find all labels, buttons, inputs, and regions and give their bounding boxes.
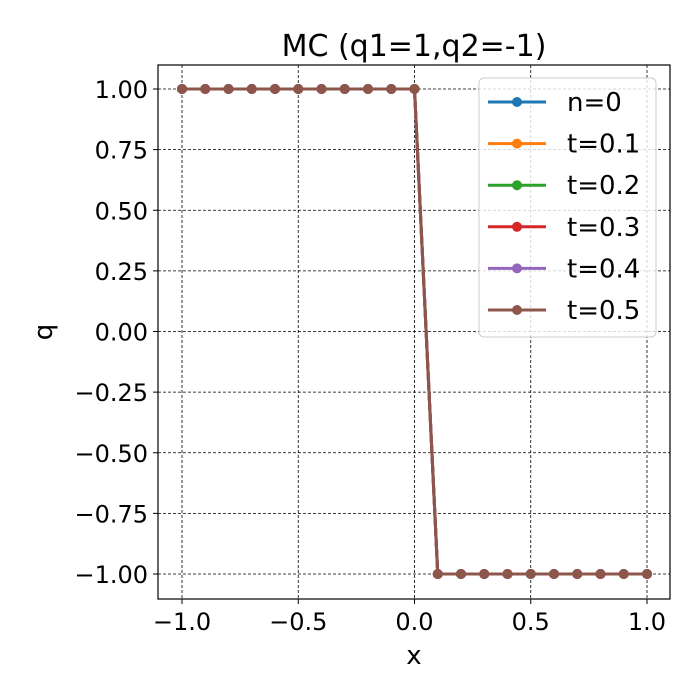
data-point [432, 569, 443, 579]
y-tick-label: 1.00 [95, 76, 148, 104]
data-point [525, 569, 536, 579]
data-point [246, 84, 257, 94]
legend: n=0 t=0.1 t=0.2 t=0.3 t=0.4 t=0.5 [478, 77, 657, 338]
y-tick-label: −0.75 [74, 500, 148, 528]
data-point [642, 569, 652, 579]
legend-item: n=0 [488, 88, 622, 118]
legend-marker-icon [512, 305, 522, 315]
legend-marker-icon [512, 180, 522, 191]
x-tick-label: −1.0 [153, 608, 211, 636]
legend-item: t=0.4 [488, 254, 640, 284]
data-point [572, 569, 583, 579]
data-point [386, 84, 397, 94]
legend-label: t=0.5 [567, 296, 640, 326]
legend-label: t=0.4 [567, 254, 640, 284]
chart-title: MC (q1=1,q2=-1) [282, 29, 547, 64]
legend-item: t=0.3 [488, 213, 640, 243]
y-axis-label: q [29, 324, 59, 341]
legend-item: t=0.1 [488, 130, 640, 160]
legend-label: t=0.2 [567, 171, 640, 201]
data-series [177, 84, 652, 579]
y-tick-label: −0.25 [74, 379, 148, 407]
x-tick-label: 0.5 [512, 608, 550, 636]
data-point [595, 569, 606, 579]
x-axis-label: x [406, 641, 421, 671]
data-point [618, 569, 629, 579]
data-point [363, 84, 373, 94]
legend-marker-icon [512, 263, 522, 274]
x-axis-ticks: −1.0 −0.5 0.0 0.5 1.0 [153, 599, 666, 636]
y-axis-ticks: 1.00 0.75 0.50 0.25 0.00 −0.25 −0.50 −0.75 −1.00 [74, 76, 158, 589]
data-point [502, 569, 513, 579]
data-point [549, 569, 559, 579]
data-point [223, 84, 234, 94]
data-point [316, 84, 327, 94]
data-point [293, 84, 304, 94]
legend-marker-icon [512, 221, 522, 232]
x-tick-label: 0.0 [395, 608, 433, 636]
series-t=0.5 [177, 84, 652, 579]
legend-marker-icon [512, 138, 522, 149]
y-tick-label: 0.25 [95, 258, 148, 286]
legend-label: t=0.1 [567, 130, 640, 160]
y-tick-label: −0.50 [74, 440, 148, 468]
data-point [479, 569, 490, 579]
y-tick-label: 0.75 [95, 137, 148, 165]
data-point [409, 84, 420, 94]
y-tick-label: 0.50 [95, 197, 148, 225]
y-tick-label: −1.00 [74, 561, 148, 589]
x-tick-label: 1.0 [628, 608, 666, 636]
data-point [339, 84, 350, 94]
data-point [177, 84, 187, 94]
legend-item: t=0.5 [488, 296, 640, 326]
legend-item: t=0.2 [488, 171, 640, 201]
y-tick-label: 0.00 [95, 319, 148, 347]
x-tick-label: −0.5 [269, 608, 327, 636]
data-point [270, 84, 280, 94]
data-point [456, 569, 466, 579]
data-point [200, 84, 211, 94]
legend-label: t=0.3 [567, 213, 640, 243]
legend-label: n=0 [567, 88, 622, 118]
legend-marker-icon [512, 97, 522, 107]
